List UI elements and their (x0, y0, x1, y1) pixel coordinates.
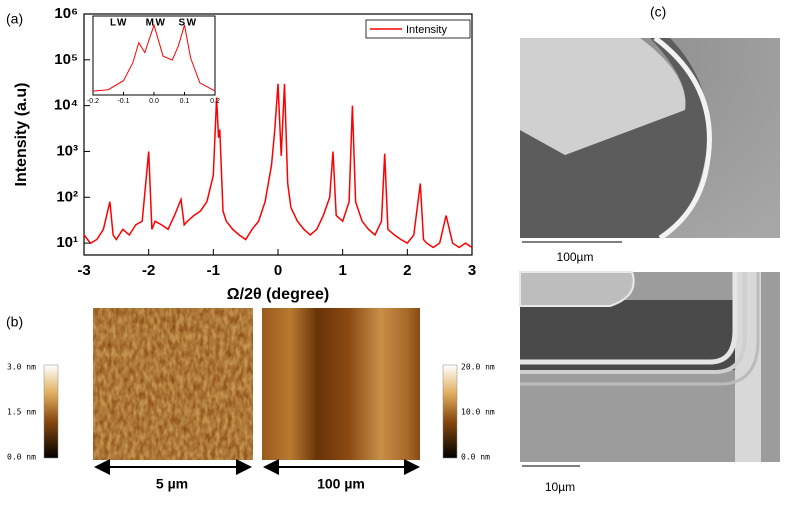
x-tick-label: 2 (403, 262, 411, 279)
inset-frame (92, 15, 216, 96)
scale-label: 100 µm (317, 476, 365, 492)
panel-label: (a) (6, 11, 23, 27)
peak-label: MW (146, 18, 167, 29)
afm-images: 3.0 nm 1.5 nm 0.0 nm 20.0 nm 10.0 nm 0.0… (7, 308, 495, 492)
x-axis-label: Ω/2θ (degree) (227, 286, 329, 303)
colorbar-label: 20.0 nm (461, 363, 495, 372)
y-tick-label: 10³ (56, 142, 78, 159)
x-tick-label: 1 (338, 262, 346, 279)
sem-edge (520, 272, 738, 365)
scale-label: 5 µm (156, 476, 188, 492)
sem-shape (519, 271, 635, 307)
peak-label: SW (178, 18, 197, 29)
y-tick-label: 10⁴ (54, 97, 78, 114)
x-tick-label: -3 (77, 262, 90, 279)
x-tick-label: -0.2 (87, 98, 99, 105)
colorbar (43, 364, 59, 459)
y-axis-label: Intensity (a.u) (13, 82, 30, 186)
sem-edge (520, 272, 760, 386)
panel-label: (c) (650, 4, 666, 20)
x-tick-label: 0 (274, 262, 282, 279)
y-tick-label: 10⁵ (54, 51, 78, 68)
colorbar-label: 1.5 nm (7, 408, 36, 417)
x-tick-label: -2 (142, 262, 155, 279)
sem-shape (520, 300, 735, 370)
panel-label: (b) (6, 314, 23, 330)
peak-label: LW (110, 18, 128, 29)
y-tick-label: 10⁶ (54, 5, 78, 22)
scale-label: 10µm (545, 480, 575, 494)
sem-edge (653, 35, 712, 241)
y-tick-label: 10² (56, 188, 78, 205)
sem-shape (520, 38, 709, 238)
legend-box (365, 19, 471, 39)
scale-label: 100µm (557, 250, 594, 264)
x-tick-label: -0.1 (117, 98, 129, 105)
sem-edge (520, 272, 747, 374)
colorbar (442, 364, 458, 459)
x-tick-label: -1 (207, 262, 220, 279)
data-line (83, 83, 473, 249)
y-tick-label: 10¹ (56, 234, 78, 251)
colorbar-label: 10.0 nm (461, 408, 495, 417)
afm-image (262, 308, 420, 460)
sem-images: 100µm 10µm (519, 35, 780, 494)
afm-texture (93, 308, 253, 460)
colorbar-label: 0.0 nm (461, 453, 490, 462)
data-line (92, 23, 216, 92)
x-tick-label: 0.2 (210, 98, 220, 105)
colorbar-label: 3.0 nm (7, 363, 36, 372)
x-tick-label: 3 (468, 262, 476, 279)
x-tick-label: 0.0 (149, 98, 159, 105)
x-tick-label: 0.1 (180, 98, 190, 105)
legend-label: Intensity (406, 24, 447, 36)
colorbar-label: 0.0 nm (7, 453, 36, 462)
sem-shape (520, 38, 686, 155)
